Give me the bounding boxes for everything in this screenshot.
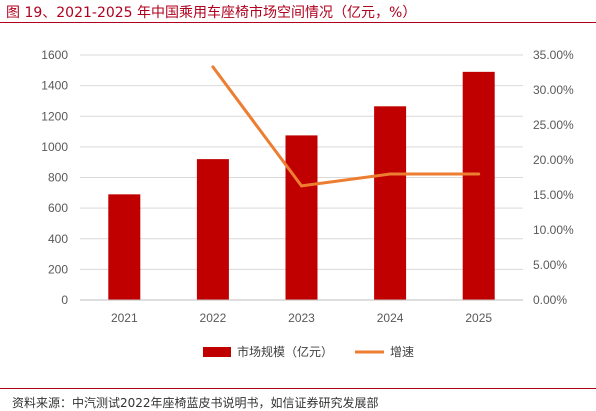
y-right-tick-label: 20.00% — [533, 153, 574, 167]
top-rule — [0, 22, 596, 23]
chart: 0 200 400 600 800 1000 1200 1400 1600 0.00% 5.00% 1… — [41, 48, 574, 359]
y-right-tick-label: 10.00% — [533, 223, 574, 237]
figure-title: 图 19、2021-2025 年中国乘用车座椅市场空间情况（亿元，%） — [6, 5, 417, 21]
y-left-tick-label: 1600 — [41, 48, 68, 62]
growth-point — [211, 65, 215, 69]
bar — [285, 135, 318, 300]
growth-point — [300, 184, 303, 188]
bar — [462, 71, 495, 300]
x-tick-label: 2022 — [200, 311, 227, 325]
legend-label-bar: 市场规模（亿元） — [237, 344, 333, 359]
y-left-tick-label: 0 — [61, 293, 68, 307]
growth-point — [477, 172, 481, 176]
x-tick-label: 2025 — [465, 311, 492, 325]
x-tick-label: 2021 — [111, 311, 138, 325]
x-tick-label: 2024 — [377, 311, 404, 325]
y-right-tick-label: 35.00% — [533, 48, 574, 62]
y-right-tick-label: 0.00% — [533, 293, 567, 307]
legend-label-line: 增速 — [390, 345, 414, 359]
y-right-tick-label: 5.00% — [533, 258, 567, 272]
y-right-tick-label: 25.00% — [533, 118, 574, 132]
y-left-tick-label: 1000 — [41, 140, 68, 154]
x-tick-label: 2023 — [288, 311, 315, 325]
y-left-tick-label: 600 — [48, 201, 68, 215]
y-right-tick-label: 30.00% — [533, 83, 574, 97]
bottom-rule — [0, 388, 596, 389]
bar — [374, 106, 407, 300]
y-left-tick-label: 400 — [48, 232, 68, 246]
bar — [108, 194, 141, 300]
growth-line — [211, 66, 479, 188]
growth-point — [388, 172, 392, 176]
y-left-tick-label: 200 — [48, 262, 68, 276]
y-right-tick-label: 15.00% — [533, 188, 574, 202]
bar — [196, 159, 229, 300]
y-left-tick-label: 1400 — [41, 79, 68, 93]
legend-swatch-bar — [203, 347, 231, 357]
y-left-tick-label: 800 — [48, 171, 68, 185]
source-note: 资料来源：中汽测试2022年座椅蓝皮书说明书，如信证券研究发展部 — [12, 396, 379, 410]
y-left-tick-label: 1200 — [41, 109, 68, 123]
